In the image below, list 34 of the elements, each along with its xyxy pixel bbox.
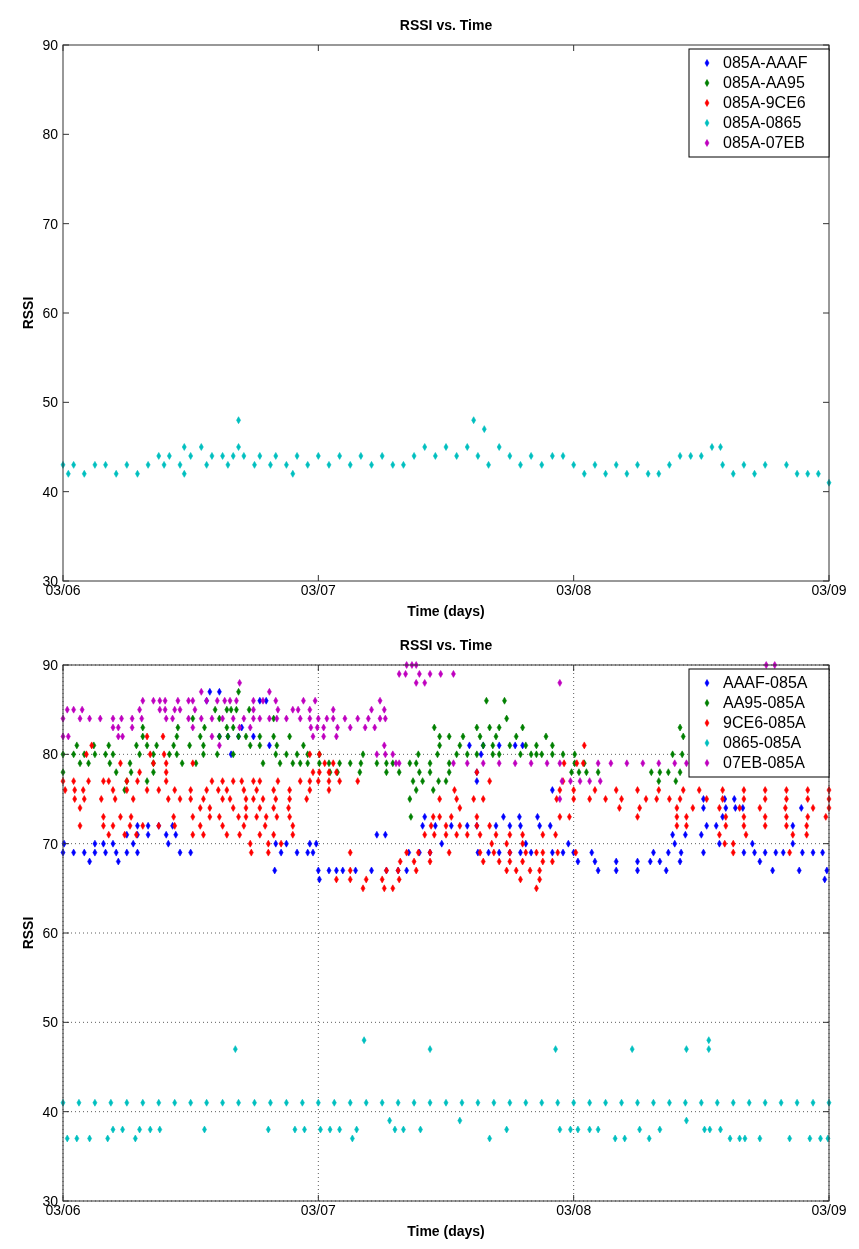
- y-tick-label: 60: [42, 305, 59, 321]
- legend-label: 07EB-085A: [723, 754, 806, 771]
- legend-label: 9CE6-085A: [723, 714, 807, 731]
- legend-label: 085A-07EB: [723, 134, 805, 151]
- y-tick-label: 60: [42, 925, 59, 941]
- x-tick-label: 03/08: [556, 582, 592, 598]
- chart-title: RSSI vs. Time: [399, 637, 493, 653]
- y-tick-label: 80: [42, 746, 59, 763]
- x-tick-label: 03/09: [811, 582, 847, 598]
- chart-title: RSSI vs. Time: [399, 17, 493, 33]
- x-tick-label: 03/07: [300, 582, 337, 598]
- y-tick-label: 40: [42, 1103, 59, 1120]
- x-axis-title: Time (days): [407, 603, 485, 619]
- y-tick-label: 90: [42, 37, 59, 53]
- y-tick-label: 50: [42, 394, 59, 411]
- legend-label: 0865-085A: [723, 734, 802, 751]
- y-axis-title: RSSI: [20, 296, 36, 330]
- y-tick-label: 50: [42, 1014, 59, 1031]
- legend-label: 085A-0865: [723, 114, 802, 131]
- x-tick-label: 03/09: [811, 1202, 847, 1218]
- legend-label: AA95-085A: [723, 694, 806, 711]
- legend-label: 085A-AAAF: [723, 54, 808, 71]
- y-tick-label: 80: [42, 126, 59, 143]
- legend-label: 085A-AA95: [723, 74, 805, 91]
- y-axis-title: RSSI: [20, 916, 36, 950]
- x-tick-label: 03/07: [300, 1202, 337, 1218]
- x-tick-label: 03/08: [556, 1202, 592, 1218]
- legend-label: AAAF-085A: [723, 674, 808, 691]
- legend-label: 085A-9CE6: [723, 94, 806, 111]
- y-tick-label: 70: [42, 215, 59, 232]
- x-axis-title: Time (days): [407, 1223, 485, 1239]
- y-tick-label: 90: [42, 657, 59, 673]
- y-tick-label: 40: [42, 483, 59, 500]
- y-tick-label: 70: [42, 835, 59, 852]
